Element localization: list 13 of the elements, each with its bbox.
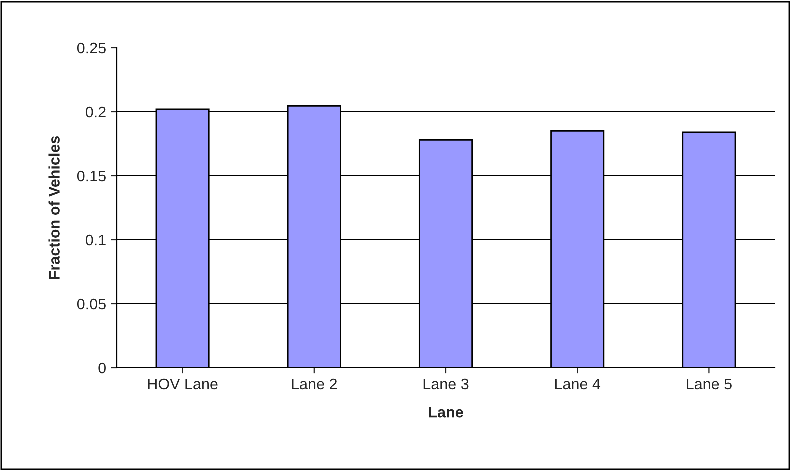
y-tick-label: 0.05 [77, 298, 106, 310]
x-tick-label: Lane 4 [555, 378, 601, 390]
x-tick-label: HOV Lane [148, 378, 218, 390]
y-tick-label: 0.15 [77, 170, 106, 182]
y-axis-title: Fraction of Vehicles [48, 136, 60, 280]
y-tick-label: 0.25 [77, 42, 106, 54]
y-tick-label: 0.2 [86, 106, 106, 118]
y-tick-label: 0.1 [86, 234, 106, 246]
x-axis-title: Lane [429, 407, 464, 418]
x-tick-label: Lane 3 [424, 378, 469, 390]
x-tick-label: Lane 2 [292, 378, 337, 390]
x-tick-label: Lane 5 [687, 378, 732, 390]
y-tick-label: 0 [98, 362, 106, 374]
